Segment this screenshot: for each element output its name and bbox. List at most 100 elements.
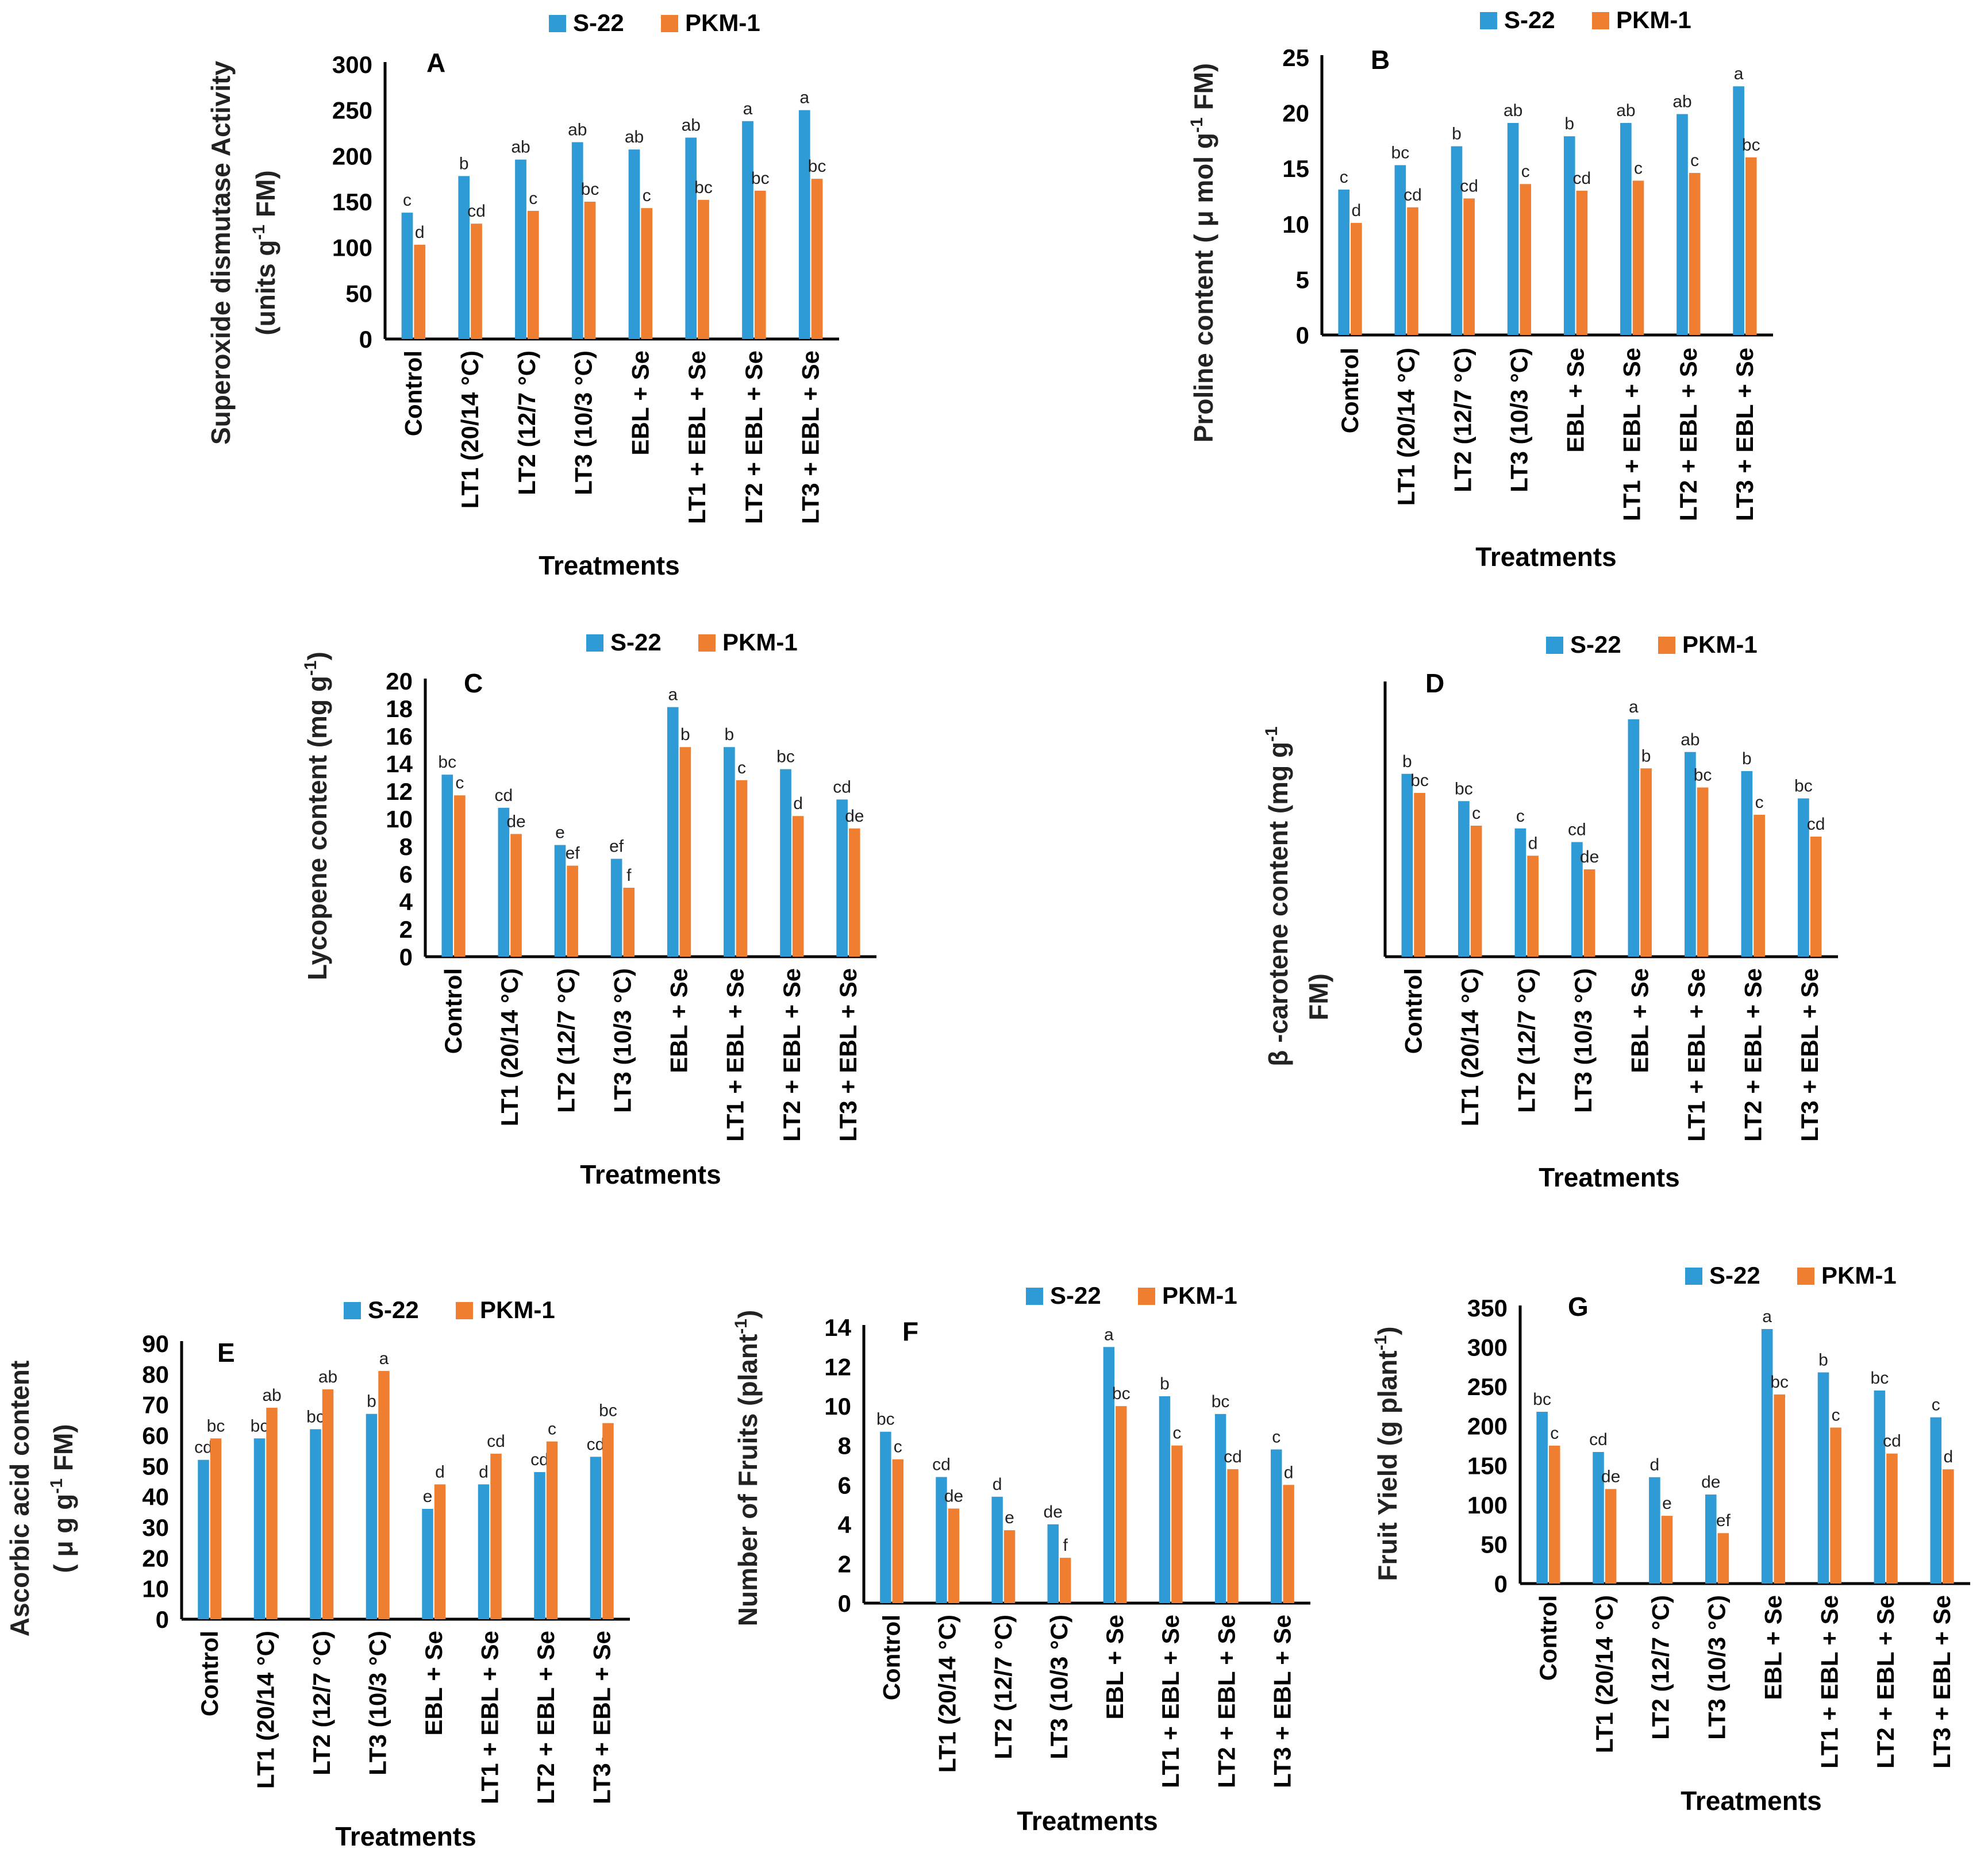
significance-letter: b: [459, 154, 469, 173]
bar-pkm-1-ebl-se: [1576, 190, 1588, 335]
x-tick-label: EBL + Se: [1626, 968, 1653, 1073]
significance-letter: ab: [1504, 101, 1522, 120]
bar-s-22-lt2-12-7-c: [1649, 1477, 1660, 1584]
significance-letter: c: [1932, 1396, 1940, 1415]
significance-letter: de: [1044, 1503, 1063, 1522]
significance-letter: d: [793, 794, 803, 813]
x-tick-label: LT1 (20/14 °C): [456, 351, 483, 509]
significance-letter: cd: [495, 786, 513, 805]
significance-letter: d: [993, 1475, 1002, 1494]
bar-pkm-1-lt3-10-3-c: [1717, 1533, 1729, 1584]
significance-letter: cd: [1403, 186, 1422, 205]
y-tick-label: 6: [399, 861, 413, 888]
significance-letter: c: [1832, 1405, 1840, 1424]
bar-s-22-lt3-10-3-c: [366, 1413, 378, 1619]
bar-s-22-lt3-ebl-se: [1733, 86, 1744, 335]
y-tick-label: 4: [399, 888, 413, 915]
significance-letter: d: [1352, 201, 1362, 220]
legend-swatch-s-22: [1685, 1268, 1702, 1285]
y-axis-title-line-2: (units g-1 FM): [249, 170, 280, 335]
x-axis-title: Treatments: [539, 550, 679, 580]
y-axis-title-line-2: FM): [1303, 973, 1333, 1020]
bar-pkm-1-ebl-se: [1116, 1406, 1127, 1603]
significance-letter: c: [643, 186, 651, 205]
significance-letter: c: [529, 189, 537, 208]
significance-letter: ab: [1616, 101, 1635, 120]
significance-letter: a: [1734, 64, 1744, 83]
significance-letter: ef: [1716, 1511, 1731, 1530]
bar-pkm-1-lt3-ebl-se: [1943, 1469, 1954, 1584]
significance-letter: b: [1160, 1374, 1170, 1393]
x-tick-label: EBL + Se: [420, 1631, 447, 1735]
significance-letter: ab: [318, 1368, 337, 1386]
y-tick-label: 15: [1282, 155, 1309, 182]
y-tick-label: 0: [838, 1590, 851, 1617]
panel-label: B: [1371, 45, 1390, 75]
x-tick-label: LT2 (12/7 °C): [1513, 968, 1540, 1113]
y-tick-label: 100: [332, 234, 372, 261]
significance-letter: cd: [1568, 821, 1586, 839]
x-tick-label: EBL + Se: [1562, 348, 1589, 452]
significance-letter: bc: [251, 1416, 269, 1435]
x-tick-label: LT3 (10/3 °C): [1505, 348, 1532, 492]
significance-letter: c: [403, 191, 412, 210]
bar-pkm-1-lt2-ebl-se: [792, 816, 804, 957]
significance-letter: d: [435, 1462, 445, 1481]
significance-letter: bc: [1212, 1392, 1230, 1411]
x-tick-label: LT1 + EBL + Se: [722, 968, 749, 1142]
significance-letter: cd: [467, 202, 486, 221]
x-tick-label: LT3 (10/3 °C): [364, 1631, 391, 1775]
significance-letter: bc: [1112, 1384, 1130, 1403]
bar-pkm-1-lt3-ebl-se: [848, 828, 860, 957]
x-tick-label: EBL + Se: [626, 351, 653, 455]
significance-letter: cd: [833, 777, 851, 796]
y-axis-title: Superoxide dismutase Activity: [206, 61, 236, 445]
bar-s-22-lt1-ebl-se: [1159, 1396, 1171, 1603]
significance-letter: ef: [566, 844, 580, 863]
x-tick-label: LT2 (12/7 °C): [990, 1615, 1017, 1759]
significance-letter: d: [415, 223, 425, 242]
bar-s-22-lt1-ebl-se: [685, 137, 697, 339]
legend-label-pkm-1: PKM-1: [1682, 631, 1758, 658]
y-tick-label: 200: [1467, 1413, 1508, 1440]
bar-pkm-1-lt1-20-14-c: [1470, 826, 1482, 957]
bar-s-22-lt3-10-3-c: [1705, 1495, 1717, 1584]
y-tick-label: 0: [156, 1606, 169, 1633]
significance-letter: ab: [1681, 730, 1699, 749]
bar-s-22-lt1-20-14-c: [498, 807, 510, 957]
x-tick-label: LT2 (12/7 °C): [1647, 1595, 1674, 1740]
y-tick-label: 14: [386, 750, 413, 777]
significance-letter: c: [1634, 159, 1643, 178]
legend-label-s-22: S-22: [1504, 6, 1555, 33]
bar-s-22-lt1-ebl-se: [1817, 1372, 1829, 1584]
significance-letter: cd: [530, 1450, 549, 1469]
significance-letter: b: [1452, 125, 1462, 144]
legend-label-pkm-1: PKM-1: [1162, 1282, 1237, 1309]
bar-pkm-1-lt2-ebl-se: [1227, 1469, 1239, 1603]
bar-pkm-1-lt3-ebl-se: [811, 179, 823, 339]
significance-letter: bc: [808, 157, 826, 176]
legend-label-s-22: S-22: [1050, 1282, 1101, 1309]
y-tick-label: 18: [386, 695, 413, 722]
x-axis-title: Treatments: [580, 1160, 721, 1189]
significance-letter: c: [1472, 804, 1481, 823]
bar-s-22-lt1-20-14-c: [1593, 1451, 1604, 1584]
x-axis-title: Treatments: [1539, 1162, 1679, 1192]
significance-letter: b: [1641, 746, 1651, 765]
bar-s-22-ebl-se: [667, 707, 679, 957]
bar-s-22-lt1-ebl-se: [724, 747, 735, 957]
y-tick-label: 2: [399, 916, 413, 943]
x-tick-label: LT2 + EBL + Se: [778, 968, 805, 1142]
x-tick-label: LT3 (10/3 °C): [570, 351, 597, 495]
x-tick-label: LT1 + EBL + Se: [1683, 968, 1710, 1142]
significance-letter: a: [743, 99, 753, 118]
legend-label-s-22: S-22: [610, 629, 662, 656]
bar-s-22-lt3-ebl-se: [1930, 1417, 1942, 1584]
x-tick-label: LT2 + EBL + Se: [1872, 1595, 1899, 1769]
legend-swatch-s-22: [1026, 1288, 1043, 1305]
legend-label-s-22: S-22: [1570, 631, 1621, 658]
significance-letter: bc: [694, 178, 713, 197]
